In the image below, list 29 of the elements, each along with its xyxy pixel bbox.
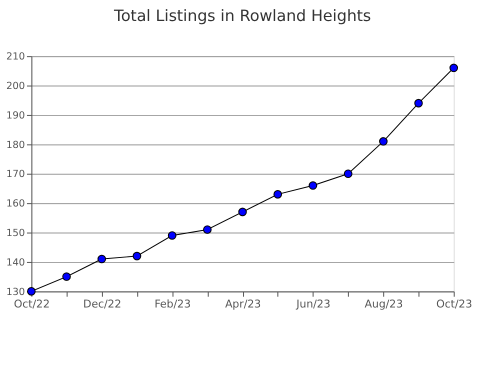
y-tick-label: 210 [6,52,25,63]
point [308,181,318,190]
x-tick-label: Oct/22 [14,298,50,311]
point [344,169,352,178]
x-tick-label: Feb/23 [154,298,191,311]
x-tick-label: Jun/23 [295,298,331,311]
y-tick-label: 160 [6,198,25,210]
point [62,272,71,281]
y-tick-label: 130 [6,286,25,298]
y-tick-label: 200 [6,80,25,92]
y-tick-label: 140 [6,257,25,268]
point [132,252,142,260]
point [449,64,458,72]
y-tick-label: 150 [6,228,25,239]
x-tick-label: Oct/23 [436,298,472,311]
y-tick-label: 170 [6,169,25,180]
point [379,137,388,146]
x-tick-label: Dec/22 [83,298,122,311]
x-tick-label: Aug/23 [364,298,404,311]
chart-title: Total Listings in Rowland Heights [113,6,372,25]
point [203,225,212,234]
y-tick-label: 190 [6,110,25,122]
point [238,208,247,216]
point [168,231,176,240]
y-tick-label: 180 [6,140,25,151]
x-tick-label: Apr/23 [225,298,262,311]
point [97,254,106,264]
point [273,190,282,199]
point [414,98,423,108]
